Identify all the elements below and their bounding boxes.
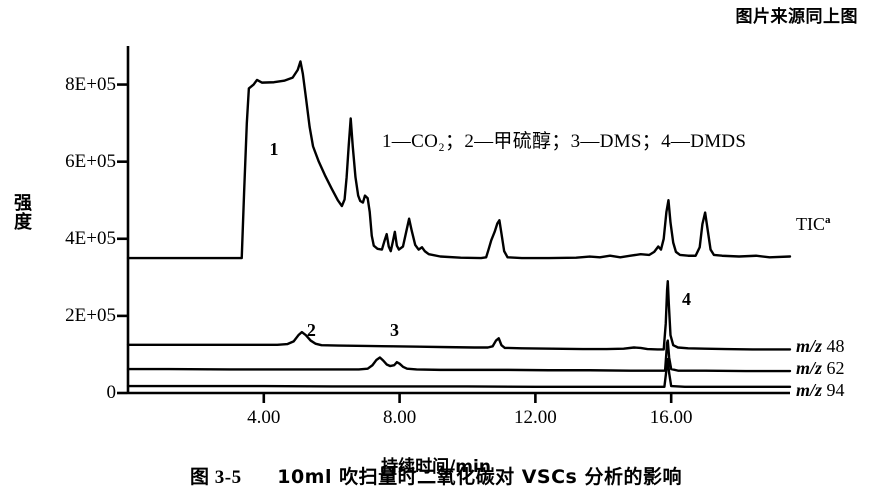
- trace-label-m-z-94: m/z 94: [796, 380, 845, 401]
- x-axis-title: 持续时间/min: [381, 457, 491, 477]
- caption-text: 10ml 吹扫量时二氧化碳对 VSCs 分析的影响: [277, 466, 682, 488]
- mz-prefix: m/z: [796, 358, 823, 378]
- peak-label-1: 1: [269, 138, 279, 159]
- trace-label-m-z-62: m/z 62: [796, 358, 845, 379]
- trace-lines-group: [126, 60, 792, 389]
- mz-value: 62: [822, 358, 845, 378]
- legend-text: 1—CO₂；2—甲硫醇；3—DMS；4—DMDS: [382, 131, 747, 152]
- x-tick-label: 8.00: [382, 407, 417, 428]
- x-tick-label: 16.00: [649, 407, 693, 428]
- x-tick-label: 12.00: [514, 407, 557, 428]
- y-axis-ticks: [117, 83, 128, 395]
- peak-label-2: 2: [306, 319, 316, 340]
- peak-label-3: 3: [390, 319, 399, 340]
- axes-group: [117, 46, 790, 403]
- trace-label-text: TIC: [796, 214, 825, 234]
- trace-label-superscript: a: [825, 214, 831, 226]
- y-tick-label: 0: [106, 382, 117, 403]
- mz-prefix: m/z: [796, 336, 823, 356]
- caption-spacer: [249, 466, 270, 488]
- figure-caption: 图 3-5 10ml 吹扫量时二氧化碳对 VSCs 分析的影响: [190, 462, 682, 489]
- x-axis-ticks: [262, 393, 673, 403]
- y-tick-label: 8E+05: [65, 73, 116, 95]
- mz-value: 94: [822, 380, 845, 400]
- y-tick-label: 4E+05: [65, 227, 116, 249]
- mz-value: 48: [822, 336, 845, 356]
- trace-label-m-z-48: m/z 48: [796, 336, 845, 357]
- chart-plot-area: 0 2E+05 4E+05 6E+05 8E+05 4.00 8.00 12.00 16.00…: [0, 18, 872, 477]
- trace-m-z-62: [126, 339, 792, 373]
- source-note: 图片来源同上图: [735, 7, 858, 27]
- trace-tic: [126, 60, 792, 260]
- y-tick-label: 2E+05: [65, 304, 116, 326]
- trace-m-z-94: [126, 357, 792, 389]
- peak-label-4: 4: [681, 288, 691, 309]
- mz-prefix: m/z: [796, 380, 823, 400]
- trace-m-z-48: [126, 279, 792, 351]
- figure-number: 图 3-5: [190, 467, 242, 488]
- x-tick-label: 4.00: [247, 407, 281, 428]
- trace-label-tic: TICa: [796, 214, 831, 235]
- y-tick-label: 6E+05: [65, 150, 116, 172]
- chromatogram-svg: [117, 46, 792, 403]
- y-axis-title: 强度: [11, 193, 32, 231]
- legend: 1—CO₂；2—甲硫醇；3—DMS；4—DMDS: [382, 126, 746, 153]
